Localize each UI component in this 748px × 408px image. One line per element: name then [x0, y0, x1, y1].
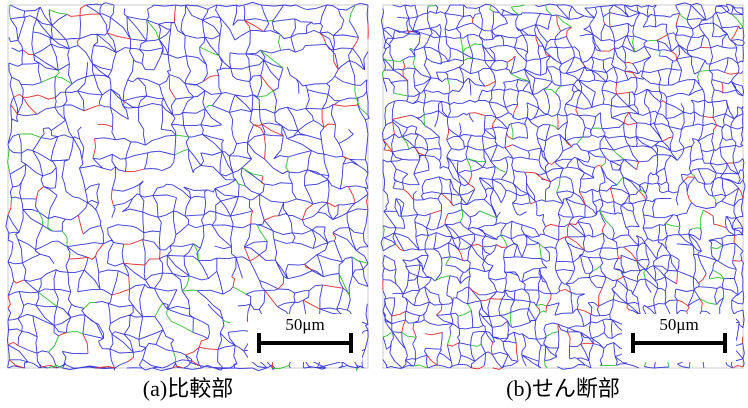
figure: 50μm 50μm (a)比較部 (b)せん断部 — [0, 0, 748, 408]
panel-caption: (a)比較部 — [143, 376, 233, 401]
scale-label: 50μm — [285, 315, 324, 334]
scale-bar: 50μm — [248, 314, 362, 362]
scale-label: 50μm — [659, 315, 698, 334]
map-frame — [8, 5, 368, 368]
panel-caption: (b)せん断部 — [506, 376, 620, 401]
scale-bar: 50μm — [622, 314, 736, 362]
